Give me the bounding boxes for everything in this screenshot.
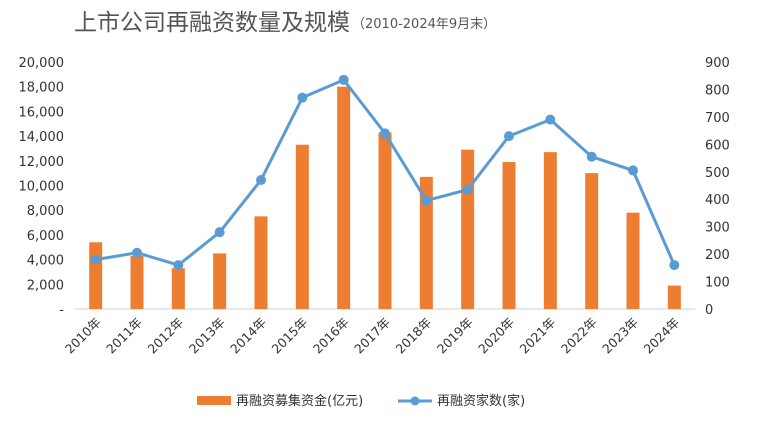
x-axis-tick: 2023年: [599, 315, 641, 357]
x-axis-tick: 2012年: [145, 315, 187, 357]
left-axis-tick: -: [59, 303, 64, 318]
bar: [378, 132, 392, 309]
right-axis-tick: 800: [705, 83, 730, 98]
bar: [89, 242, 103, 309]
line-point: [628, 165, 638, 176]
left-axis-tick: 6,000: [27, 229, 64, 244]
line-point: [586, 151, 597, 162]
legend: 再融资募集资金(亿元) 再融资家数(家): [197, 393, 525, 409]
bar: [543, 152, 557, 309]
legend-line-label: 再融资家数(家): [437, 393, 525, 409]
legend-bar-label: 再融资募集资金(亿元): [236, 393, 363, 409]
line-point: [338, 74, 349, 85]
line-point: [297, 92, 308, 103]
x-axis-tick: 2011年: [103, 315, 145, 357]
right-axis-tick: 200: [705, 248, 730, 263]
line-point: [421, 195, 432, 206]
x-axis-tick: 2014年: [227, 315, 269, 357]
left-axis-tick: 4,000: [27, 254, 64, 269]
x-axis-tick: 2016年: [310, 315, 352, 357]
x-axis-tick: 2017年: [351, 315, 393, 357]
line-point: [256, 175, 266, 186]
x-axis-tick: 2019年: [434, 315, 476, 357]
x-axis: 2010年 2011年 2012年 2013年 2014年 2015年 2016年 2017年…: [62, 315, 683, 357]
bar: [626, 212, 640, 309]
right-y-axis: 0 100 200 300 400 500 600 700 800 900: [705, 56, 730, 318]
left-axis-tick: 18,000: [19, 81, 65, 96]
left-axis-tick: 2,000: [27, 278, 64, 293]
left-axis-tick: 20,000: [19, 56, 65, 71]
legend-bar-swatch: [197, 396, 231, 405]
line-series: [90, 74, 680, 271]
x-axis-tick: 2020年: [475, 315, 517, 357]
bar: [667, 285, 681, 309]
right-axis-tick: 600: [705, 138, 730, 153]
bar: [585, 173, 599, 309]
line-point: [504, 131, 514, 142]
left-axis-tick: 10,000: [19, 180, 65, 195]
bar: [295, 144, 309, 309]
right-axis-tick: 0: [705, 303, 713, 318]
line-point: [132, 247, 142, 258]
left-axis-tick: 16,000: [19, 105, 65, 120]
chart-title: 上市公司再融资数量及规模: [74, 10, 350, 36]
left-axis-tick: 14,000: [19, 130, 65, 145]
line-point: [380, 128, 390, 139]
x-axis-tick: 2013年: [186, 315, 228, 357]
line-point: [462, 184, 473, 195]
line-point: [214, 227, 225, 238]
bar: [502, 162, 516, 309]
right-axis-tick: 500: [705, 166, 730, 181]
x-axis-tick: 2015年: [269, 315, 311, 357]
x-axis-tick: 2021年: [517, 315, 559, 357]
right-axis-tick: 700: [705, 111, 730, 126]
line-point: [90, 254, 101, 265]
left-axis-tick: 8,000: [27, 204, 64, 219]
x-axis-tick: 2010年: [62, 315, 104, 357]
bar: [130, 255, 144, 309]
right-axis-tick: 300: [705, 221, 730, 236]
bar: [337, 86, 351, 309]
bar: [461, 149, 475, 309]
legend-line-marker: [410, 396, 420, 406]
bar: [419, 176, 433, 309]
chart-subtitle: （2010-2024年9月末）: [352, 17, 496, 32]
x-axis-tick: 2024年: [641, 315, 683, 357]
left-y-axis: - 2,000 4,000 6,000 8,000 10,000 12,000 14,000 1…: [19, 56, 65, 318]
bar-series: [89, 86, 681, 309]
left-axis-tick: 12,000: [19, 155, 65, 170]
bar: [171, 268, 185, 309]
line-point: [669, 260, 680, 271]
bar: [254, 216, 268, 309]
line-point: [173, 260, 184, 271]
right-axis-tick: 900: [705, 56, 730, 71]
right-axis-tick: 100: [705, 276, 730, 291]
line-point: [545, 114, 556, 125]
x-axis-tick: 2022年: [558, 315, 600, 357]
x-axis-tick: 2018年: [393, 315, 435, 357]
right-axis-tick: 400: [705, 193, 730, 208]
bar: [213, 253, 227, 309]
